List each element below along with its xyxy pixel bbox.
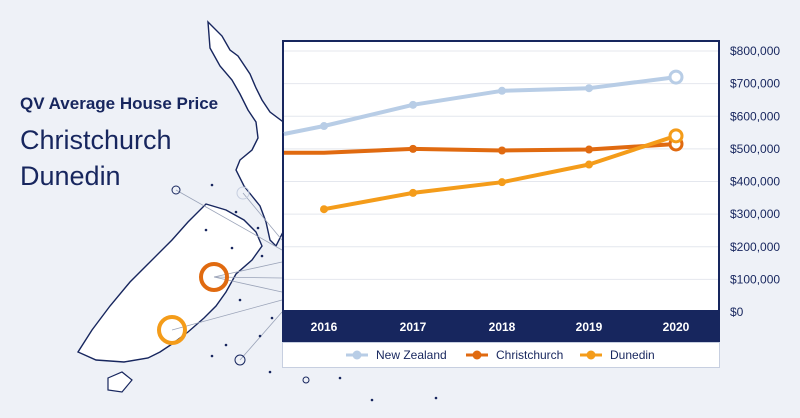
chart-title: QV Average House Price	[20, 94, 219, 113]
y-tick-label: $700,000	[730, 77, 780, 91]
christchurch-marker	[199, 262, 229, 292]
legend-swatch-dot	[472, 350, 482, 360]
legend	[282, 342, 720, 368]
data-point-end	[668, 128, 684, 144]
subtitle-dunedin: Dunedin	[20, 161, 121, 191]
x-tick-label: 2019	[576, 320, 603, 334]
south-island-shape	[76, 203, 263, 363]
plot-area	[282, 40, 720, 312]
x-tick-label: 2017	[400, 320, 427, 334]
decorative-dots	[204, 183, 438, 402]
data-point	[585, 160, 593, 169]
y-tick-label: $400,000	[730, 175, 780, 189]
data-point	[409, 100, 417, 109]
x-tick-label: 2016	[311, 320, 338, 334]
data-point-end	[668, 69, 684, 85]
data-point	[498, 178, 506, 187]
data-point	[585, 84, 593, 93]
series-line-christchurch	[284, 142, 677, 155]
y-tick-label: $0	[730, 305, 744, 319]
data-point	[320, 122, 328, 131]
decorative-circles	[171, 185, 310, 384]
legend-swatch-dot	[352, 350, 362, 360]
y-tick-label: $800,000	[730, 44, 780, 58]
legend-swatch-dot	[586, 350, 596, 360]
data-point	[409, 188, 417, 197]
x-axis-bar	[282, 312, 720, 342]
data-point	[585, 145, 593, 154]
stewart-island-shape	[107, 371, 133, 393]
title-block: QV Average House Price Christchurch Dune…	[20, 94, 218, 194]
y-tick-label: $600,000	[730, 109, 780, 123]
y-tick-label: $200,000	[730, 240, 780, 254]
y-tick-label: $300,000	[730, 207, 780, 221]
data-point	[320, 205, 328, 214]
legend-label: New Zealand	[376, 348, 447, 362]
y-tick-label: $500,000	[730, 142, 780, 156]
data-point	[498, 146, 506, 155]
series-line-new-zealand	[283, 75, 677, 136]
data-point	[409, 144, 417, 153]
data-point	[498, 86, 506, 95]
dunedin-marker	[157, 315, 187, 345]
x-tick-label: 2020	[663, 320, 690, 334]
subtitle-christchurch: Christchurch	[20, 125, 172, 155]
x-tick-label: 2018	[489, 320, 516, 334]
y-tick-label: $100,000	[730, 272, 780, 286]
legend-label: Christchurch	[496, 348, 563, 362]
legend-label: Dunedin	[610, 348, 655, 362]
